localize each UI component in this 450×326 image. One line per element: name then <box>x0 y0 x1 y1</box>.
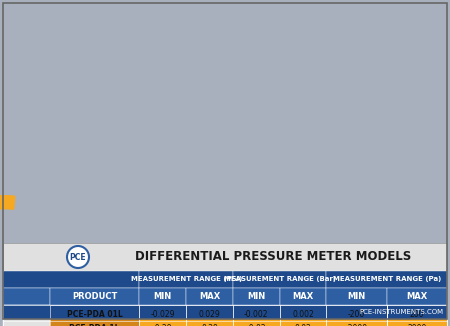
Text: MIN: MIN <box>247 292 266 301</box>
Text: MAX: MAX <box>406 292 428 301</box>
Bar <box>326 271 447 288</box>
Bar <box>3 305 447 326</box>
Bar <box>3 305 447 319</box>
Text: MEASUREMENT RANGE (PSI): MEASUREMENT RANGE (PSI) <box>130 276 242 283</box>
Text: -0.029: -0.029 <box>151 310 175 319</box>
Text: PRODUCT: PRODUCT <box>72 292 117 301</box>
Bar <box>233 305 279 326</box>
Bar <box>387 288 447 305</box>
Circle shape <box>67 246 89 268</box>
Text: -0.29: -0.29 <box>153 324 173 326</box>
Bar <box>233 271 326 288</box>
Bar <box>140 271 233 288</box>
Text: DIFFERENTIAL PRESSURE METER MODELS: DIFFERENTIAL PRESSURE METER MODELS <box>135 250 411 263</box>
Text: 2000: 2000 <box>407 324 427 326</box>
Text: -0.002: -0.002 <box>244 310 269 319</box>
Text: 0.02: 0.02 <box>295 324 311 326</box>
Text: PCE-PDA 1L: PCE-PDA 1L <box>69 324 120 326</box>
Bar <box>3 288 50 305</box>
Bar <box>186 305 233 326</box>
Text: MEASUREMENT RANGE (Pa): MEASUREMENT RANGE (Pa) <box>333 276 441 283</box>
Text: 0.002: 0.002 <box>292 310 314 319</box>
Bar <box>387 305 447 326</box>
Bar <box>279 288 326 305</box>
Text: 0.029: 0.029 <box>199 310 220 319</box>
Polygon shape <box>0 196 15 251</box>
Bar <box>50 305 140 326</box>
Bar <box>50 305 140 326</box>
Text: 0.29: 0.29 <box>201 324 218 326</box>
Text: 200: 200 <box>410 310 424 319</box>
Text: PCE-PDA 01L: PCE-PDA 01L <box>67 310 122 319</box>
Text: PCE: PCE <box>70 253 86 261</box>
Bar <box>186 288 233 305</box>
Bar <box>279 305 326 326</box>
Bar <box>3 243 447 271</box>
Bar <box>326 305 387 326</box>
Text: MAX: MAX <box>199 292 220 301</box>
Bar <box>3 271 140 288</box>
Bar <box>3 305 50 326</box>
Bar <box>50 305 447 326</box>
Text: -0.02: -0.02 <box>247 324 266 326</box>
Bar <box>326 288 387 305</box>
Text: MIN: MIN <box>347 292 366 301</box>
Bar <box>50 288 140 305</box>
Text: PCE-INSTRUMENTS.COM: PCE-INSTRUMENTS.COM <box>359 309 443 315</box>
Text: -200: -200 <box>348 310 365 319</box>
Text: MEASUREMENT RANGE (Bar): MEASUREMENT RANGE (Bar) <box>224 276 336 283</box>
Text: MIN: MIN <box>154 292 172 301</box>
Text: -2000: -2000 <box>346 324 368 326</box>
Bar <box>233 288 279 305</box>
Bar <box>140 305 186 326</box>
Text: MAX: MAX <box>292 292 314 301</box>
Bar <box>140 288 186 305</box>
